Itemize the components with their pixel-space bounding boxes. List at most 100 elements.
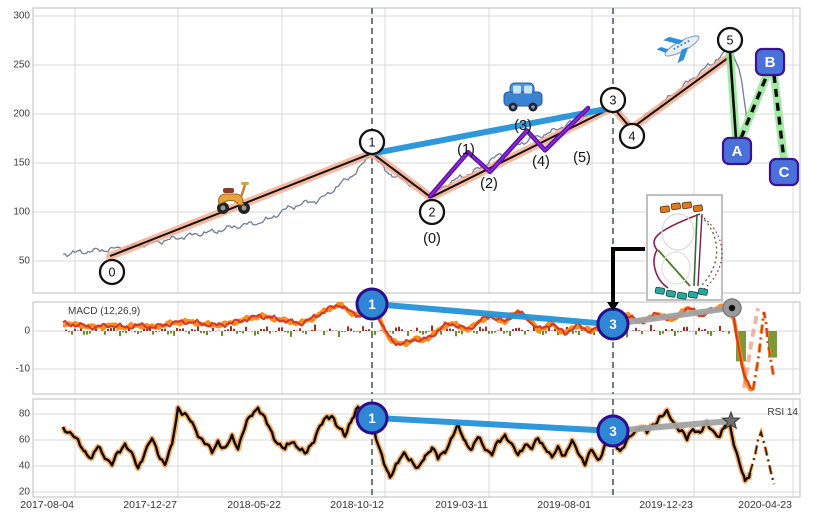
macd-histogram-bar: [254, 331, 256, 336]
wave-circle-number: 0: [109, 266, 116, 280]
wave-circle-outline: [599, 86, 627, 114]
rsi-end-star: [721, 410, 741, 430]
macd-histogram-bar: [323, 331, 325, 335]
wave-circle-3: 3: [599, 86, 627, 114]
price-ytick-label: 150: [13, 157, 30, 169]
scooter-handlebar: [241, 182, 249, 185]
subwave-label: (4): [532, 154, 550, 170]
airplane-window: [680, 43, 683, 46]
abc-projection-group: A B C: [721, 47, 800, 187]
airplane-window: [673, 47, 676, 50]
signal-marker-1: 1: [355, 401, 389, 435]
signal-marker-1: 1: [355, 287, 389, 321]
inset-train-bottom: [687, 290, 699, 299]
wave-circle-outline: [618, 122, 646, 150]
wave-circle-5: 5: [716, 26, 744, 54]
macd-histogram-bar: [422, 331, 424, 335]
macd-histogram-bar: [503, 331, 505, 334]
macd-histogram-bar: [665, 329, 667, 331]
signal-marker-3: 3: [596, 307, 630, 341]
abc-line-dashed: [772, 74, 786, 161]
macd-histogram-bar: [368, 329, 370, 331]
macd-histogram-bar: [269, 331, 271, 334]
wave-circle-outline: [418, 198, 446, 226]
macd-histogram-bar: [593, 331, 595, 336]
macd-histogram-bar: [107, 328, 109, 331]
macd-histogram-bar: [458, 331, 460, 334]
macd-histogram-bar: [389, 331, 391, 332]
macd-histogram-bar: [506, 331, 508, 333]
macd-histogram-bar: [476, 331, 478, 334]
macd-histogram-bar: [299, 328, 301, 331]
inset-loop-ghost: [661, 213, 695, 251]
x-date-label: 2017-08-04: [20, 499, 74, 511]
macd-histogram-bar: [635, 327, 637, 331]
macd-histogram-bar: [146, 328, 148, 331]
subwave-zigzag-highlight: [429, 107, 589, 197]
macd-trend-line-1-3: [371, 301, 614, 328]
macd-histogram-bar: [65, 329, 67, 331]
macd-histogram-bar: [488, 331, 490, 334]
macd-histogram-bar: [305, 331, 307, 335]
macd-histogram-bar: [410, 330, 412, 331]
macd-histogram-bar: [722, 331, 724, 333]
macd-histogram-bar: [698, 327, 700, 331]
macd-histogram-bar: [188, 331, 190, 334]
rsi-ytick-label: 60: [18, 434, 30, 446]
macd-histogram-bar: [203, 331, 205, 334]
macd-histogram-bar: [314, 324, 316, 331]
wave-circle-number: 5: [727, 34, 734, 48]
inset-train-top: [681, 201, 692, 210]
macd-histogram-bar: [200, 331, 202, 333]
macd-histogram-bar: [164, 328, 166, 331]
macd-histogram-bar: [461, 331, 463, 335]
macd-histogram-bar: [230, 326, 232, 331]
macd-histogram-bar: [485, 326, 487, 331]
macd-histogram-bar: [185, 331, 187, 332]
macd-histogram-bar: [641, 331, 643, 335]
macd-gray-line: [610, 304, 735, 328]
macd-histogram-bar: [575, 331, 577, 333]
macd-histogram-bar: [491, 331, 493, 334]
inset-train-bottom: [665, 289, 677, 298]
macd-ytick-label: -10: [15, 363, 30, 375]
macd-histogram-bar: [329, 328, 331, 331]
inset-train-bottom: [676, 291, 688, 300]
macd-histogram-bar: [173, 331, 175, 336]
macd-histogram-bar: [431, 325, 433, 331]
inset-frame: [646, 194, 723, 301]
wave-circle-4: 4: [618, 122, 646, 150]
macd-ytick-label: 0: [24, 325, 30, 337]
price-series-group: [62, 45, 748, 261]
scooter-steering: [239, 184, 247, 198]
macd-histogram-bar: [521, 329, 523, 331]
macd-histogram-bar: [518, 327, 520, 331]
macd-histogram-bar: [83, 331, 85, 335]
macd-histogram-bar: [719, 326, 721, 331]
macd-histogram-bar: [326, 331, 328, 332]
airplane-window: [687, 40, 690, 43]
macd-histogram-bar: [650, 324, 652, 331]
macd-panel-label: MACD (12,26,9): [68, 306, 141, 317]
abc-box-B: [754, 47, 786, 77]
macd-histogram-bar: [548, 327, 550, 331]
macd-histogram-bar: [158, 331, 160, 332]
airplane-window: [676, 45, 679, 48]
macd-histogram-bar: [113, 327, 115, 331]
signal-marker-3: 3: [596, 414, 630, 448]
airplane-icon: [656, 35, 700, 64]
macd-histogram-bar: [452, 329, 454, 331]
macd-histogram-bar: [632, 330, 634, 331]
wave-circle-outline: [358, 128, 386, 156]
subwave-label: (0): [423, 231, 441, 247]
wave-circle-number: 2: [429, 206, 436, 220]
macd-histogram-bar: [428, 331, 430, 332]
macd-histogram-bar: [134, 331, 136, 333]
macd-histogram-bar: [659, 331, 661, 335]
macd-histogram-bar: [275, 331, 277, 333]
macd-panel-border: [32, 301, 801, 395]
macd-histogram-bar: [179, 328, 181, 331]
car-window-front: [513, 85, 521, 94]
macd-histogram-bar: [245, 326, 247, 331]
